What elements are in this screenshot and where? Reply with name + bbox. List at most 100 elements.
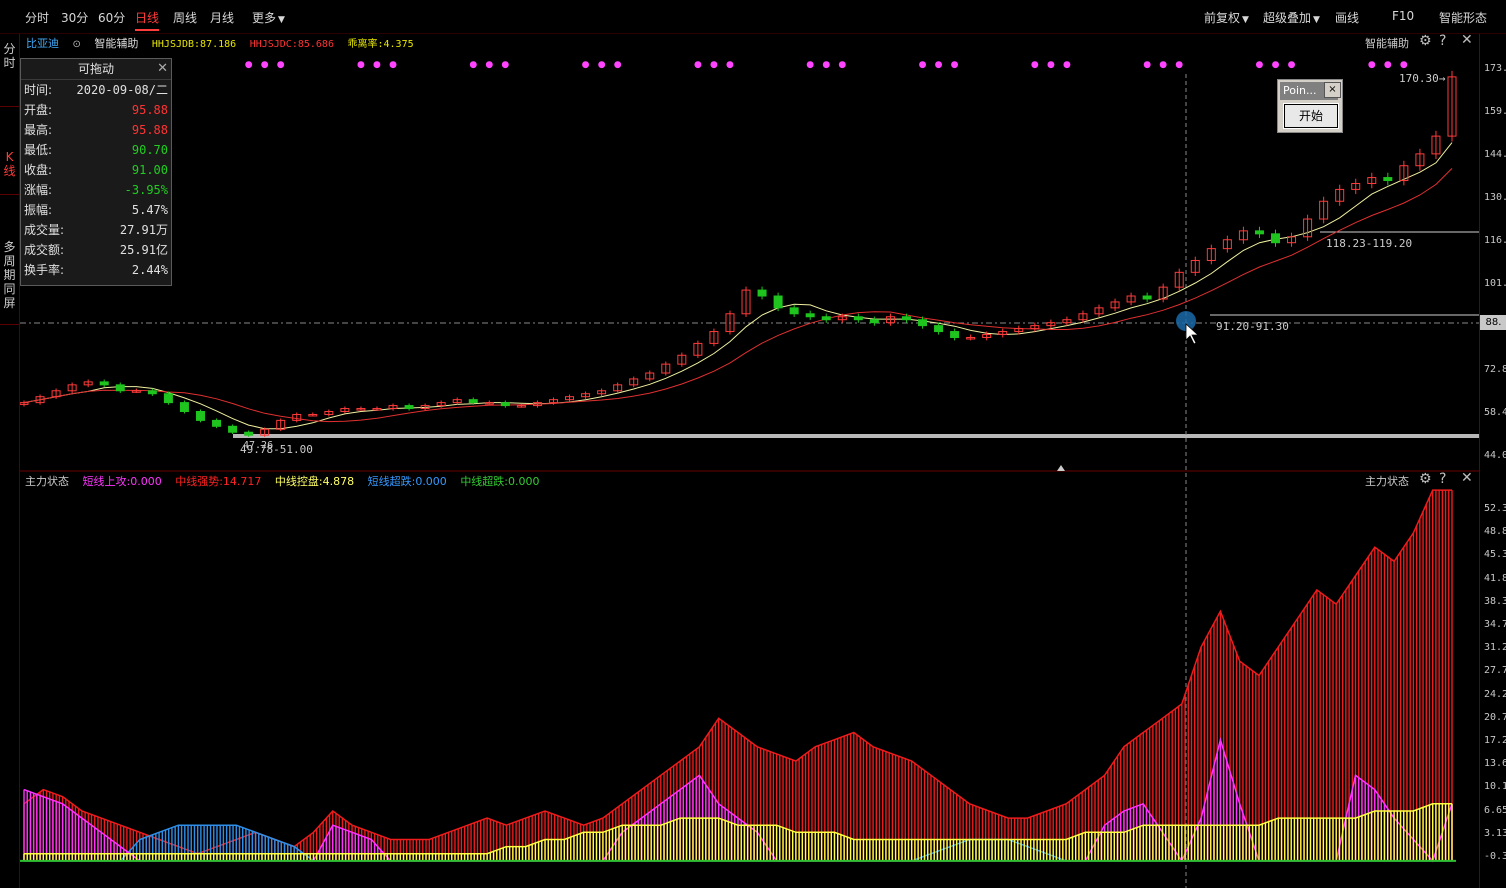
info-key: 最低: [24,143,53,157]
candle-body [966,336,976,340]
signal-marker: ● [357,60,365,70]
legend-mid-oversold: 中线超跌:0.000 [460,475,540,488]
divider [0,106,19,107]
candle-body [1078,313,1088,321]
close-icon[interactable]: ✕ [157,61,168,76]
f10-button[interactable]: F10 [1392,9,1415,23]
high-price-value: 170.30 [1399,72,1439,85]
chart-canvas[interactable]: ●●●●●●●●●●●●●●●●●●●●●●●●●●●●●●●●●●●●●●● [20,34,1479,888]
price-axis[interactable]: 173. 159. 144. 130. 116. 101. 88. 72.8 5… [1479,34,1506,888]
info-key: 换手率: [24,263,65,277]
sub-axis-tick: 38.3 [1484,595,1506,607]
smart-pattern-button[interactable]: 智能形态 [1439,11,1488,25]
candle-body [789,307,799,315]
candle-body [1094,307,1104,315]
gear-icon[interactable]: ⚙ [1419,33,1432,49]
candle-body [468,399,478,404]
overlay-menu[interactable]: 超级叠加 ▼ [1263,9,1320,26]
price-tick: 101. [1484,278,1506,289]
info-value: 2.44% [131,263,168,277]
signal-marker: ● [1384,60,1392,70]
candle-body [982,334,992,338]
help-icon[interactable]: ? [1439,471,1447,487]
tab-daily[interactable]: 日线 [135,11,160,31]
legend-bias: 乖离率:4.375 [347,39,414,50]
stock-name[interactable]: 比亚迪 [26,37,59,50]
signal-marker: ● [806,60,814,70]
moving-average-line [23,142,1453,430]
vtab-fenshi[interactable]: 分时 [3,42,16,70]
candle-body [1367,177,1377,184]
candle-body [51,390,61,398]
close-icon[interactable]: × [1324,82,1341,98]
indicator-dropdown-icon[interactable]: ⊙ [72,39,81,50]
sub-axis-tick: 3.13 [1484,827,1506,839]
candle-body [388,405,398,410]
close-icon[interactable]: ✕ [1461,32,1473,48]
sub-axis-tick: 17.2 [1484,735,1506,746]
tab-monthly[interactable]: 月线 [210,11,235,25]
candle-body [1206,248,1216,261]
candle-body [115,384,125,392]
overlay-menu-label: 超级叠加 [1263,11,1312,25]
candle-body [934,325,944,333]
adjust-menu[interactable]: 前复权 ▼ [1204,9,1249,26]
start-button[interactable]: 开始 [1283,103,1339,129]
candle-body [20,402,29,405]
point-dialog-title[interactable]: Poin... [1280,82,1338,100]
candle-body [1142,295,1152,300]
tab-30min[interactable]: 30分 [61,11,89,25]
close-icon[interactable]: ✕ [1461,470,1473,486]
candle-body [1110,301,1120,309]
more-menu[interactable]: 更多 ▼ [252,9,285,26]
info-panel-header[interactable]: 可拖动 ✕ [21,59,171,80]
info-key: 成交量: [24,223,65,237]
signal-marker: ● [1031,60,1039,70]
signal-marker: ● [598,60,606,70]
current-price-tag: 88. [1480,315,1506,330]
price-tick: 173. [1484,63,1506,74]
candle-body [1030,325,1040,330]
info-row: 收盘: 91.00 [21,160,171,180]
signal-marker: ● [485,60,493,70]
signal-marker: ● [1063,60,1071,70]
gear-icon[interactable]: ⚙ [1419,471,1432,487]
tab-fenshi[interactable]: 分时 [25,11,50,25]
candle-body [67,384,77,392]
info-value: 95.88 [131,103,168,117]
legend-short-oversold: 短线超跌:0.000 [367,475,447,488]
point-dialog[interactable]: Poin... × 开始 [1277,79,1343,133]
sub-axis-tick: 27.7 [1484,665,1506,677]
vtab-multi-period[interactable]: 多周期同屏 [3,240,16,310]
price-tick: 130. [1484,192,1506,203]
candle-body [179,402,189,413]
candlesticks [20,70,1457,437]
indicator-name[interactable]: 智能辅助 [94,37,139,50]
help-icon[interactable]: ? [1439,33,1447,49]
tab-60min[interactable]: 60分 [98,11,126,25]
zone-upper-label: 118.23-119.20 [1326,237,1413,250]
candle-body [356,408,366,411]
sub-axis-tick: 48.8 [1484,526,1506,538]
price-tick: 116. [1484,235,1506,246]
info-row: 成交量: 27.91万 [21,220,171,240]
ohlc-info-panel[interactable]: 可拖动 ✕ 时间: 2020-09-08/二 开盘: 95.88 最高: 95.88 最低:… [20,58,172,286]
candle-body [773,295,783,309]
chevron-down-icon: ▼ [1242,15,1249,25]
sub-axis-tick: 45.3 [1484,549,1506,561]
candle-body [805,313,815,318]
candle-body [1046,322,1056,327]
signal-marker: ● [1143,60,1151,70]
tab-weekly[interactable]: 周线 [173,11,198,25]
signal-marker: ● [501,60,509,70]
high-price-label: 170.30→ [1399,72,1446,85]
left-view-strip: 分时 K线 多周期同屏 [0,34,20,888]
vtab-kline[interactable]: K线 [3,150,16,178]
draw-line-button[interactable]: 画线 [1335,11,1360,25]
candle-body [645,372,655,380]
candle-body [613,384,623,392]
sub-indicator-name[interactable]: 主力状态 [25,475,69,488]
info-row: 最低: 90.70 [21,140,171,160]
signal-marker: ● [838,60,846,70]
candle-body [757,289,767,297]
